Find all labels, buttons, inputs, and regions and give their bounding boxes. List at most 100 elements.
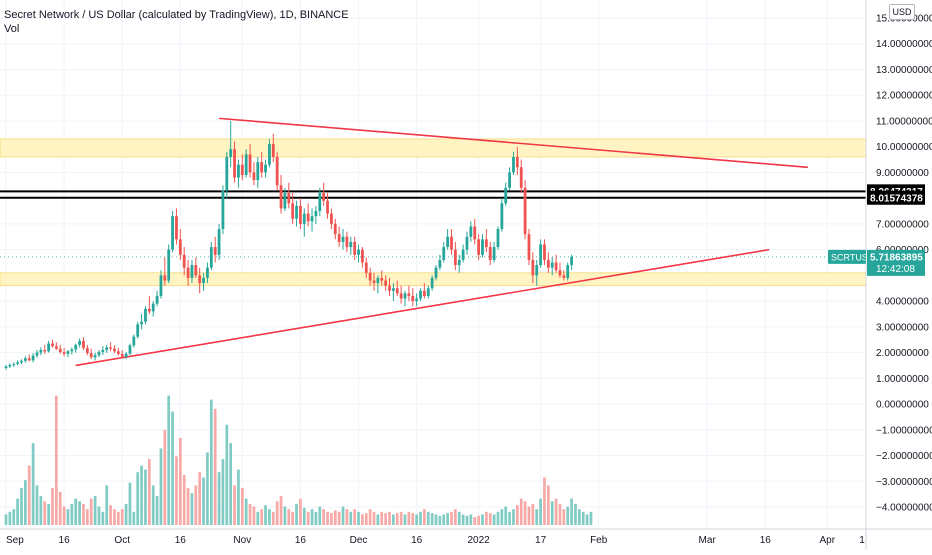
candle	[283, 187, 287, 212]
candle	[279, 174, 283, 214]
volume-bar	[504, 506, 508, 525]
candle-body	[361, 249, 364, 263]
candle	[66, 350, 70, 358]
candle	[109, 342, 112, 352]
price-tick-label: 7.00000000	[876, 219, 929, 230]
candle-body	[310, 216, 314, 222]
candle	[8, 363, 12, 369]
volume-bar	[264, 505, 267, 525]
candle	[368, 267, 372, 286]
candle-body	[403, 293, 407, 299]
volume-bar	[97, 506, 101, 525]
candle	[128, 343, 132, 356]
candle	[167, 244, 171, 284]
volume-bar	[271, 511, 275, 525]
volume-bar	[155, 495, 159, 525]
candle	[194, 257, 198, 278]
candle	[178, 229, 182, 260]
candle	[395, 280, 399, 296]
candle	[175, 208, 178, 245]
candle	[299, 198, 302, 230]
candle	[147, 295, 151, 314]
volume-bar	[357, 511, 360, 525]
candle-body	[82, 340, 85, 348]
candle-body	[190, 265, 194, 278]
volume-bar	[16, 498, 19, 525]
volume-bar	[558, 503, 562, 525]
volume-bar	[252, 506, 256, 525]
candle	[399, 285, 403, 304]
candle	[391, 283, 395, 302]
volume-bar	[93, 495, 97, 525]
volume-bar	[469, 514, 473, 525]
volume-bar	[147, 459, 151, 525]
candle-body	[62, 352, 66, 354]
candle-body	[178, 239, 182, 255]
candle-body	[345, 236, 349, 248]
candle-body	[206, 267, 209, 278]
candle-body	[43, 350, 47, 352]
candle-body	[430, 277, 434, 289]
price-tick-label: 9.00000000	[876, 168, 929, 179]
volume-bar	[209, 399, 213, 525]
candle-body	[426, 288, 430, 296]
time-tick-label: Oct	[114, 535, 130, 546]
price-tick-label: 14.00000000	[876, 39, 932, 50]
candle-body	[473, 226, 477, 240]
candle-body	[368, 272, 372, 281]
volume-bar	[496, 511, 500, 525]
candle-body	[531, 259, 535, 276]
symbol-tag-text: SCRTUSD	[831, 252, 875, 262]
candle	[426, 285, 430, 299]
volume-bar	[82, 503, 85, 525]
candle-body	[167, 249, 171, 281]
candle	[163, 257, 167, 286]
candle-body	[341, 236, 345, 242]
candle	[221, 185, 225, 235]
candle	[353, 236, 357, 260]
volume-bar	[454, 509, 457, 525]
candle-body	[279, 185, 283, 209]
volume-indicator-label[interactable]: Vol	[4, 23, 20, 35]
price-tick-label: −2.00000000	[876, 451, 932, 462]
volume-bar	[333, 510, 337, 525]
candle	[275, 151, 279, 191]
candle-body	[488, 247, 492, 260]
volume-bar	[380, 511, 384, 525]
candle	[47, 340, 51, 353]
candle	[337, 226, 341, 248]
candle	[27, 354, 31, 362]
candle-body	[23, 358, 27, 361]
candle	[252, 162, 256, 186]
candle-body	[380, 277, 384, 281]
volume-bar	[310, 509, 314, 525]
volume-bar	[361, 514, 364, 525]
candle-body	[12, 363, 16, 365]
candle-body	[527, 234, 531, 260]
candle-body	[337, 234, 341, 242]
currency-button[interactable]: USD	[889, 4, 915, 20]
volume-bar	[113, 509, 116, 525]
candle-body	[244, 154, 248, 175]
candle-body	[27, 358, 31, 361]
candle	[446, 229, 450, 250]
volume-bar	[70, 503, 74, 525]
candle	[240, 154, 244, 181]
candle	[430, 275, 434, 291]
price-tick-label: 12.00000000	[876, 91, 932, 102]
volume-bar	[124, 503, 128, 525]
volume-bar	[465, 515, 469, 525]
candle	[248, 144, 252, 178]
candle-body	[570, 256, 573, 266]
candle	[39, 347, 43, 356]
volume-bar	[543, 477, 546, 525]
candle-body	[113, 348, 116, 352]
candle	[233, 141, 236, 183]
candle-body	[453, 249, 457, 266]
candle	[438, 254, 442, 271]
candle	[89, 348, 93, 360]
time-tick-label: 1	[859, 535, 865, 546]
candle-body	[446, 236, 450, 248]
